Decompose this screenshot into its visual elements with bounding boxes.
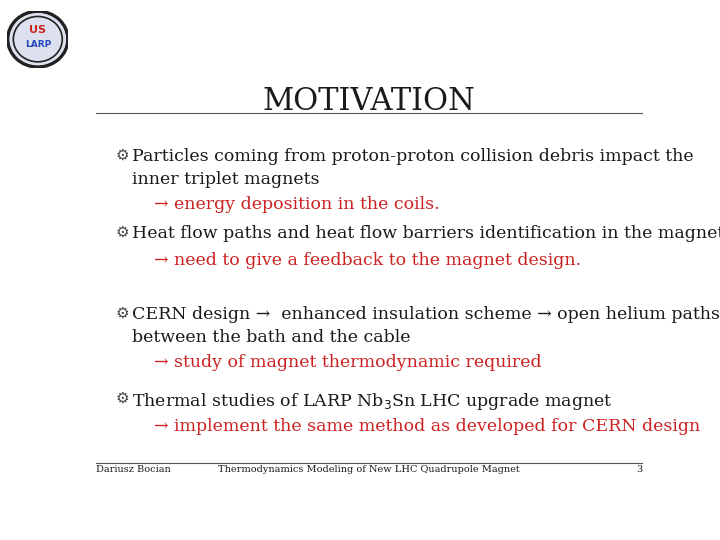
Text: → study of magnet thermodynamic required: → study of magnet thermodynamic required bbox=[154, 354, 541, 371]
Text: ⚙: ⚙ bbox=[115, 225, 129, 240]
Text: ⚙: ⚙ bbox=[115, 148, 129, 163]
Circle shape bbox=[9, 13, 66, 65]
Text: → energy deposition in the coils.: → energy deposition in the coils. bbox=[154, 196, 440, 213]
Text: Particles coming from proton-proton collision debris impact the
inner triplet ma: Particles coming from proton-proton coll… bbox=[132, 148, 693, 188]
Text: 3: 3 bbox=[636, 465, 642, 474]
Text: Heat flow paths and heat flow barriers identification in the magnet: Heat flow paths and heat flow barriers i… bbox=[132, 225, 720, 242]
Text: US: US bbox=[30, 25, 46, 35]
Text: Thermodynamics Modeling of New LHC Quadrupole Magnet: Thermodynamics Modeling of New LHC Quadr… bbox=[218, 465, 520, 474]
Text: → implement the same method as developed for CERN design: → implement the same method as developed… bbox=[154, 418, 701, 435]
Text: Dariusz Bocian: Dariusz Bocian bbox=[96, 465, 171, 474]
Text: → need to give a feedback to the magnet design.: → need to give a feedback to the magnet … bbox=[154, 252, 581, 269]
Text: Thermal studies of LARP Nb$_3$Sn LHC upgrade magnet: Thermal studies of LARP Nb$_3$Sn LHC upg… bbox=[132, 391, 613, 412]
Text: ⚙: ⚙ bbox=[115, 391, 129, 406]
Text: LARP: LARP bbox=[24, 40, 51, 49]
Text: CERN design →  enhanced insulation scheme → open helium paths
between the bath a: CERN design → enhanced insulation scheme… bbox=[132, 306, 720, 346]
Text: MOTIVATION: MOTIVATION bbox=[263, 85, 475, 117]
Text: ⚙: ⚙ bbox=[115, 306, 129, 321]
